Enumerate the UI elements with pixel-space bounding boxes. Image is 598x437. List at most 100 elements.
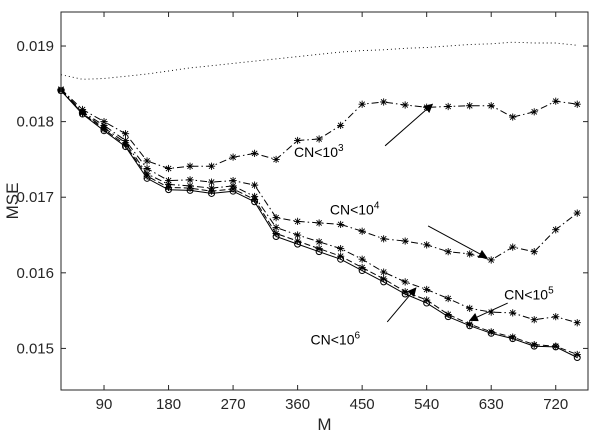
- data-point-star: [401, 101, 409, 109]
- data-point-star: [100, 118, 108, 126]
- data-point-star: [121, 141, 130, 149]
- y-tick-label: 0.019: [16, 38, 54, 55]
- data-point-circle: [272, 233, 280, 241]
- data-point-star: [337, 245, 345, 253]
- data-point-star: [358, 100, 366, 108]
- data-point-star: [78, 109, 87, 117]
- x-axis-title: M: [317, 415, 331, 434]
- data-point-star: [509, 333, 517, 341]
- data-point-star: [401, 288, 409, 296]
- y-tick-label: 0.015: [16, 340, 54, 357]
- annotation-base-text: CN<10: [330, 202, 374, 218]
- data-point-star: [444, 294, 452, 303]
- annotation-exponent: 5: [548, 285, 554, 296]
- data-point-star: [530, 341, 538, 349]
- data-point-circle: [229, 187, 237, 195]
- data-point-star: [444, 310, 452, 318]
- series-1: [60, 41, 578, 80]
- data-point-star: [380, 98, 388, 106]
- data-point-star: [143, 172, 151, 180]
- data-point-circle: [122, 143, 130, 151]
- data-point-star: [530, 108, 538, 116]
- data-point-circle: [380, 278, 388, 286]
- data-point-star: [466, 102, 474, 110]
- data-point-star: [401, 237, 409, 245]
- data-point-star: [466, 320, 474, 328]
- data-point-star: [100, 125, 108, 133]
- data-point-star: [229, 185, 237, 193]
- data-point-star: [294, 231, 302, 239]
- data-point-star: [380, 268, 388, 276]
- data-point-circle: [444, 313, 452, 321]
- data-point-star: [207, 178, 216, 186]
- data-point-circle: [552, 343, 560, 351]
- annotation-base-text: CN<10: [311, 332, 355, 348]
- annotation-label: CN<105: [504, 285, 554, 302]
- data-point-circle: [79, 110, 87, 118]
- annotation-exponent: 6: [354, 331, 360, 342]
- x-tick-label: 540: [414, 396, 439, 413]
- annotation-base-text: CN<10: [504, 286, 548, 302]
- data-point-star: [337, 220, 345, 229]
- data-point-star: [530, 248, 538, 256]
- data-point-star: [294, 217, 302, 226]
- x-tick-label: 270: [221, 396, 246, 413]
- annotation-label: CN<104: [330, 201, 380, 218]
- data-point-star: [466, 304, 474, 312]
- data-point-star: [530, 316, 538, 324]
- data-point-star: [315, 219, 323, 227]
- data-point-star: [207, 162, 216, 170]
- x-tick-label: 180: [156, 396, 181, 413]
- data-point-star: [509, 309, 517, 317]
- series-line: [60, 41, 578, 80]
- data-point-circle: [358, 267, 366, 275]
- y-tick-label: 0.018: [16, 114, 54, 131]
- data-point-star: [315, 135, 323, 143]
- data-point-star: [143, 157, 151, 165]
- data-point-star: [573, 209, 581, 217]
- data-point-star: [229, 153, 237, 161]
- data-point-star: [444, 248, 452, 256]
- data-point-circle: [530, 342, 538, 350]
- data-point-star: [487, 256, 495, 264]
- data-point-star: [272, 214, 280, 222]
- data-point-star: [466, 250, 474, 258]
- data-point-star: [552, 97, 560, 105]
- data-point-star: [358, 255, 366, 263]
- annotation-exponent: 4: [374, 201, 380, 212]
- data-point-circle: [186, 186, 194, 194]
- annotation-exponent: 3: [338, 143, 344, 154]
- data-point-star: [207, 187, 216, 195]
- annotation-cn-5: CN<105: [468, 285, 554, 322]
- data-point-star: [337, 121, 345, 129]
- data-point-star: [250, 149, 259, 157]
- data-point-circle: [487, 329, 495, 337]
- data-point-star: [229, 176, 237, 185]
- x-tick-label: 90: [96, 396, 113, 413]
- plot-frame: [60, 11, 589, 391]
- data-point-circle: [251, 198, 259, 206]
- data-point-star: [509, 113, 517, 121]
- data-point-circle: [208, 189, 216, 197]
- x-tick-label: 630: [479, 396, 504, 413]
- data-point-circle: [509, 335, 517, 343]
- data-point-star: [164, 183, 173, 191]
- data-point-star: [401, 278, 409, 286]
- data-point-star: [552, 342, 560, 350]
- data-point-star: [250, 195, 259, 204]
- data-point-star: [423, 285, 431, 294]
- annotation-arrow: [384, 103, 434, 147]
- data-point-star: [509, 243, 517, 251]
- data-point-star: [487, 308, 495, 316]
- data-point-star: [186, 176, 194, 184]
- x-tick-label: 360: [285, 396, 310, 413]
- annotation-base-text: CN<10: [294, 144, 338, 160]
- data-point-star: [444, 102, 452, 111]
- annotation-arrow: [427, 225, 488, 259]
- annotation-arrow: [386, 287, 417, 323]
- data-point-circle: [315, 248, 323, 256]
- data-point-circle: [466, 322, 474, 330]
- data-point-star: [573, 319, 581, 327]
